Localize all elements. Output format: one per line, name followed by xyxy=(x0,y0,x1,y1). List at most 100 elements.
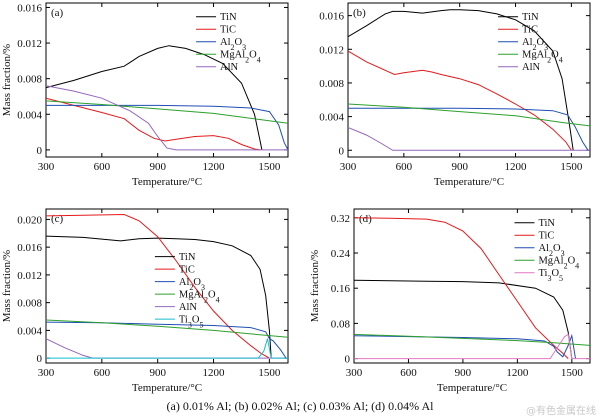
legend-label: Al2O3 xyxy=(220,37,246,52)
x-tick-label: 1200 xyxy=(505,161,528,173)
x-tick-label: 300 xyxy=(38,161,55,173)
series-line-al2o3 xyxy=(354,333,576,359)
series-line-tin xyxy=(46,235,272,359)
legend-label: AlN xyxy=(179,302,198,313)
series-line-al2o3 xyxy=(46,321,287,359)
series-line-mgal2o4 xyxy=(354,333,590,346)
x-tick-label: 900 xyxy=(455,367,472,379)
y-tick-label: 0 xyxy=(339,145,345,157)
y-tick-label: 0.32 xyxy=(331,213,350,225)
y-tick-label: 0.016 xyxy=(17,2,42,14)
y-tick-label: 0.004 xyxy=(319,112,344,124)
legend-label: Al2O3 xyxy=(179,277,205,292)
y-axis-label: Mass fraction/% xyxy=(1,44,13,116)
series-line-tin xyxy=(46,45,263,150)
y-tick-label: 0.24 xyxy=(331,248,351,260)
x-tick-label: 600 xyxy=(400,367,417,379)
chart-panel: 300 600 900 1200 1500 0 0.004 0.008 0.012 0.016 Te… xyxy=(1,2,289,188)
y-axis-label: Mass fraction/% xyxy=(1,250,13,322)
x-tick-label: 1500 xyxy=(560,161,583,173)
legend-label: TiN xyxy=(522,12,539,23)
y-tick-label: 0.16 xyxy=(331,283,351,295)
legend-label: Ti3O5 xyxy=(538,268,563,283)
x-tick-label: 1200 xyxy=(506,367,529,379)
series-line-tin xyxy=(348,9,574,151)
x-tick-label: 300 xyxy=(38,367,55,379)
series-line-aln xyxy=(46,85,288,151)
series-line-tic xyxy=(354,217,569,359)
panel-label: (b) xyxy=(353,7,366,19)
chart-panel: 300 600 900 1200 1500 0 0.004 0.008 0.012 0.016 0.… xyxy=(1,208,289,394)
y-tick-label: 0.020 xyxy=(17,214,42,226)
legend-label: MgAl2O4 xyxy=(179,290,220,305)
series-line-al2o3 xyxy=(46,104,288,151)
x-tick-label: 900 xyxy=(149,161,166,173)
legend-label: TiC xyxy=(220,25,236,36)
x-tick-label: 1200 xyxy=(203,161,226,173)
legend-label: MgAl2O4 xyxy=(538,256,579,271)
legend-label: AlN xyxy=(522,62,541,73)
legend-label: TiC xyxy=(522,25,538,36)
plot-frame xyxy=(347,2,591,158)
legend-label: AlN xyxy=(220,62,239,73)
x-tick-label: 1200 xyxy=(203,367,226,379)
series-line-al2o3 xyxy=(348,107,589,151)
y-tick-label: 0.012 xyxy=(319,44,344,56)
legend-label: Al2O3 xyxy=(522,37,548,52)
x-axis-label: Temperature/°C xyxy=(437,382,507,394)
series-line-tic xyxy=(348,50,572,151)
x-tick-label: 300 xyxy=(340,161,357,173)
x-tick-label: 600 xyxy=(94,161,111,173)
series-line-tic xyxy=(46,213,270,359)
x-tick-label: 1500 xyxy=(258,161,281,173)
x-tick-label: 300 xyxy=(346,367,363,379)
series-line-mgal2o4 xyxy=(46,100,288,124)
y-tick-label: 0.012 xyxy=(17,270,42,282)
panel-label: (d) xyxy=(359,213,372,225)
panel-label: (a) xyxy=(51,7,64,19)
series-line-mgal2o4 xyxy=(46,319,288,338)
legend-label: Ti3O5 xyxy=(179,315,204,330)
chart-panel: 300 600 900 1200 1500 0 0.08 0.16 0.24 0.32 Temper… xyxy=(309,208,591,394)
legend-label: Al2O3 xyxy=(538,243,564,258)
series-line-tin xyxy=(354,279,573,359)
x-tick-label: 900 xyxy=(149,367,166,379)
legend-label: TiC xyxy=(538,231,554,242)
y-axis-label: Mass fraction/% xyxy=(309,250,321,322)
y-tick-label: 0 xyxy=(37,145,43,157)
y-tick-label: 0.008 xyxy=(17,298,42,310)
plot-frame xyxy=(45,208,289,364)
series-line-aln xyxy=(348,127,590,151)
y-tick-label: 0.016 xyxy=(319,11,344,23)
figure-caption: (a) 0.01% Al; (b) 0.02% Al; (c) 0.03% Al… xyxy=(166,399,434,413)
y-tick-label: 0.004 xyxy=(17,325,42,337)
plot-frame xyxy=(45,2,289,158)
series-line-ti3o5 xyxy=(46,338,288,359)
x-tick-label: 1500 xyxy=(561,367,584,379)
legend-label: TiN xyxy=(538,218,555,229)
series-line-tic xyxy=(46,97,261,151)
plot-frame xyxy=(353,208,591,364)
legend-label: TiN xyxy=(179,252,196,263)
watermark: @有色金属在线 xyxy=(526,406,596,417)
legend-label: MgAl2O4 xyxy=(220,50,261,64)
y-tick-label: 0.08 xyxy=(331,318,351,330)
legend-label: TiN xyxy=(220,12,237,23)
y-tick-label: 0.008 xyxy=(319,78,344,90)
x-axis-label: Temperature/°C xyxy=(434,176,504,188)
series-line-ti3o5 xyxy=(354,333,590,360)
x-tick-label: 600 xyxy=(396,161,413,173)
chart-panel: 300 600 900 1200 1500 0 0.004 0.008 0.012 0.016 Te… xyxy=(319,2,591,188)
legend-label: TiC xyxy=(179,265,195,276)
y-tick-label: 0 xyxy=(37,353,43,365)
y-tick-label: 0.008 xyxy=(17,74,42,86)
series-line-mgal2o4 xyxy=(348,103,590,127)
x-axis-label: Temperature/°C xyxy=(132,176,202,188)
series-line-aln xyxy=(46,338,288,359)
legend-label: MgAl2O4 xyxy=(522,50,563,64)
y-tick-label: 0.016 xyxy=(17,242,42,254)
x-tick-label: 600 xyxy=(94,367,111,379)
y-tick-label: 0.012 xyxy=(17,38,42,50)
y-tick-label: 0 xyxy=(345,354,351,366)
